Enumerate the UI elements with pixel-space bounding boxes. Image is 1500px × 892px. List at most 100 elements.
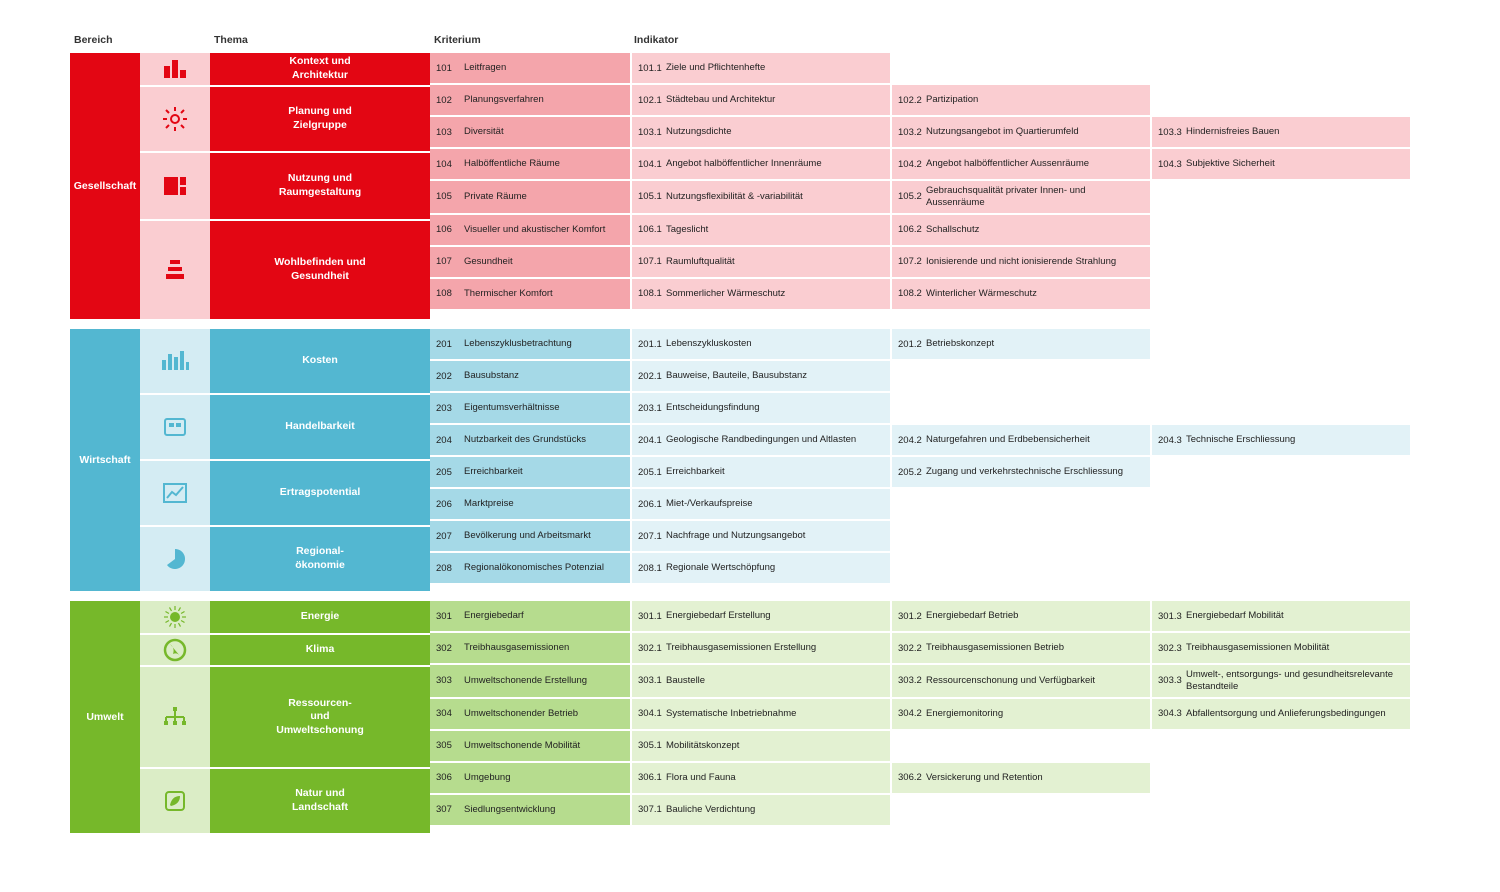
trend-icon	[140, 461, 210, 525]
indicator-cell: 301.2Energiebedarf Betrieb	[890, 601, 1150, 631]
theme-label: Regional-ökonomie	[210, 527, 430, 591]
theme-label: Ressourcen-undUmweltschonung	[210, 667, 430, 767]
indicator-text: Bauweise, Bauteile, Bausubstanz	[666, 370, 884, 382]
indicator-cell: 206.1Miet-/Verkaufspreise	[630, 489, 890, 519]
indicator-text: Versickerung und Retention	[926, 772, 1144, 784]
header-indikator: Indikator	[630, 30, 890, 50]
criterion-cell: 304Umweltschonender Betrieb	[430, 699, 630, 729]
criterion-cell: 201Lebenszyklusbetrachtung	[430, 329, 630, 359]
indicator-cell: 303.1Baustelle	[630, 665, 890, 697]
indicator-number: 302.2	[898, 643, 926, 654]
indicator-number: 204.3	[1158, 435, 1186, 446]
theme-label: Planung undZielgruppe	[210, 87, 430, 151]
criterion-text: Planungsverfahren	[464, 94, 624, 106]
indicator-cell: 107.2Ionisierende und nicht ionisierende…	[890, 247, 1150, 277]
criterion-number: 107	[436, 256, 464, 267]
criterion-number: 307	[436, 804, 464, 815]
indicator-text: Ziele und Pflichtenhefte	[666, 62, 884, 74]
indicator-number: 208.1	[638, 563, 666, 574]
indicator-text: Nutzungsflexibilität & -variabilität	[666, 191, 884, 203]
criterion-text: Lebenszyklusbetrachtung	[464, 338, 624, 350]
indicator-number: 204.2	[898, 435, 926, 446]
indicator-text: Nachfrage und Nutzungsangebot	[666, 530, 884, 542]
indicator-cell: 105.1Nutzungsflexibilität & -variabilitä…	[630, 181, 890, 213]
indicator-number: 108.2	[898, 288, 926, 299]
indicator-number: 307.1	[638, 804, 666, 815]
indicator-text: Miet-/Verkaufspreise	[666, 498, 884, 510]
indicator-cell: 302.1Treibhausgasemissionen Erstellung	[630, 633, 890, 663]
indicator-number: 102.2	[898, 95, 926, 106]
indicator-cell: 107.1Raumluftqualität	[630, 247, 890, 277]
criterion-text: Regionalökonomisches Potenzial	[464, 562, 624, 574]
criterion-cell: 307Siedlungsentwicklung	[430, 795, 630, 825]
indicator-number: 205.2	[898, 467, 926, 478]
indicator-number: 301.2	[898, 611, 926, 622]
indicator-cell: 305.1Mobilitätskonzept	[630, 731, 890, 761]
indicator-text: Angebot halböffentlicher Innenräume	[666, 158, 884, 170]
indicator-number: 108.1	[638, 288, 666, 299]
indicator-cell: 106.1Tageslicht	[630, 215, 890, 245]
criterion-cell: 302Treibhausgasemissionen	[430, 633, 630, 663]
criterion-cell: 101Leitfragen	[430, 53, 630, 83]
criterion-cell: 208Regionalökonomisches Potenzial	[430, 553, 630, 583]
criterion-number: 207	[436, 531, 464, 542]
theme-label: Nutzung undRaumgestaltung	[210, 153, 430, 219]
bars-icon	[140, 53, 210, 85]
criterion-text: Marktpreise	[464, 498, 624, 510]
theme-label: Handelbarkeit	[210, 395, 430, 459]
criterion-number: 302	[436, 643, 464, 654]
criterion-text: Diversität	[464, 126, 624, 138]
indicator-cell: 103.2Nutzungsangebot im Quartierumfeld	[890, 117, 1150, 147]
criterion-cell: 301Energiebedarf	[430, 601, 630, 631]
criterion-text: Gesundheit	[464, 256, 624, 268]
indicator-number: 104.3	[1158, 159, 1186, 170]
indicator-number: 206.1	[638, 499, 666, 510]
indicator-text: Gebrauchsqualität privater Innen- und Au…	[926, 185, 1144, 209]
indicator-number: 103.1	[638, 127, 666, 138]
criterion-text: Treibhausgasemissionen	[464, 642, 624, 654]
indicator-cell: 104.1Angebot halböffentlicher Innenräume	[630, 149, 890, 179]
criterion-cell: 105Private Räume	[430, 181, 630, 213]
indicator-cell: 205.2Zugang und verkehrstechnische Ersch…	[890, 457, 1150, 487]
indicator-number: 101.1	[638, 63, 666, 74]
indicator-number: 202.1	[638, 371, 666, 382]
column-headers: Bereich Thema Kriterium Indikator	[70, 30, 1430, 50]
indicator-number: 304.3	[1158, 708, 1186, 719]
header-bereich: Bereich	[70, 30, 140, 50]
indicator-text: Subjektive Sicherheit	[1186, 158, 1404, 170]
indicator-cell: 203.1Entscheidungsfindung	[630, 393, 890, 423]
indicator-text: Treibhausgasemissionen Betrieb	[926, 642, 1144, 654]
criterion-number: 304	[436, 708, 464, 719]
indicator-text: Schallschutz	[926, 224, 1144, 236]
indicator-number: 107.2	[898, 256, 926, 267]
indicator-number: 201.1	[638, 339, 666, 350]
indicator-cell: 201.1Lebenszykluskosten	[630, 329, 890, 359]
criterion-text: Erreichbarkeit	[464, 466, 624, 478]
indicator-text: Ressourcenschonung und Verfügbarkeit	[926, 675, 1144, 687]
indicator-number: 301.3	[1158, 611, 1186, 622]
criterion-number: 103	[436, 127, 464, 138]
criterion-number: 208	[436, 563, 464, 574]
indicator-cell: 102.2Partizipation	[890, 85, 1150, 115]
indicator-text: Energiemonitoring	[926, 708, 1144, 720]
criterion-cell: 107Gesundheit	[430, 247, 630, 277]
indicator-text: Technische Erschliessung	[1186, 434, 1404, 446]
indicator-cell: 108.2Winterlicher Wärmeschutz	[890, 279, 1150, 309]
header-kriterium: Kriterium	[430, 30, 630, 50]
criterion-text: Energiebedarf	[464, 610, 624, 622]
indicator-text: Zugang und verkehrstechnische Erschliess…	[926, 466, 1144, 478]
indicator-cell: 101.1Ziele und Pflichtenhefte	[630, 53, 890, 83]
indicator-number: 306.2	[898, 772, 926, 783]
indicator-text: Entscheidungsfindung	[666, 402, 884, 414]
indicator-number: 303.2	[898, 675, 926, 686]
layout-icon	[140, 153, 210, 219]
criterion-cell: 104Halböffentliche Räume	[430, 149, 630, 179]
theme-label: Wohlbefinden undGesundheit	[210, 221, 430, 319]
indicator-text: Erreichbarkeit	[666, 466, 884, 478]
indicator-number: 302.3	[1158, 643, 1186, 654]
section-r: GesellschaftKontext undArchitekturPlanun…	[70, 53, 1430, 319]
indicator-text: Regionale Wertschöpfung	[666, 562, 884, 574]
indicator-text: Sommerlicher Wärmeschutz	[666, 288, 884, 300]
indicator-cell: 306.1Flora und Fauna	[630, 763, 890, 793]
indicator-cell: 301.1Energiebedarf Erstellung	[630, 601, 890, 631]
